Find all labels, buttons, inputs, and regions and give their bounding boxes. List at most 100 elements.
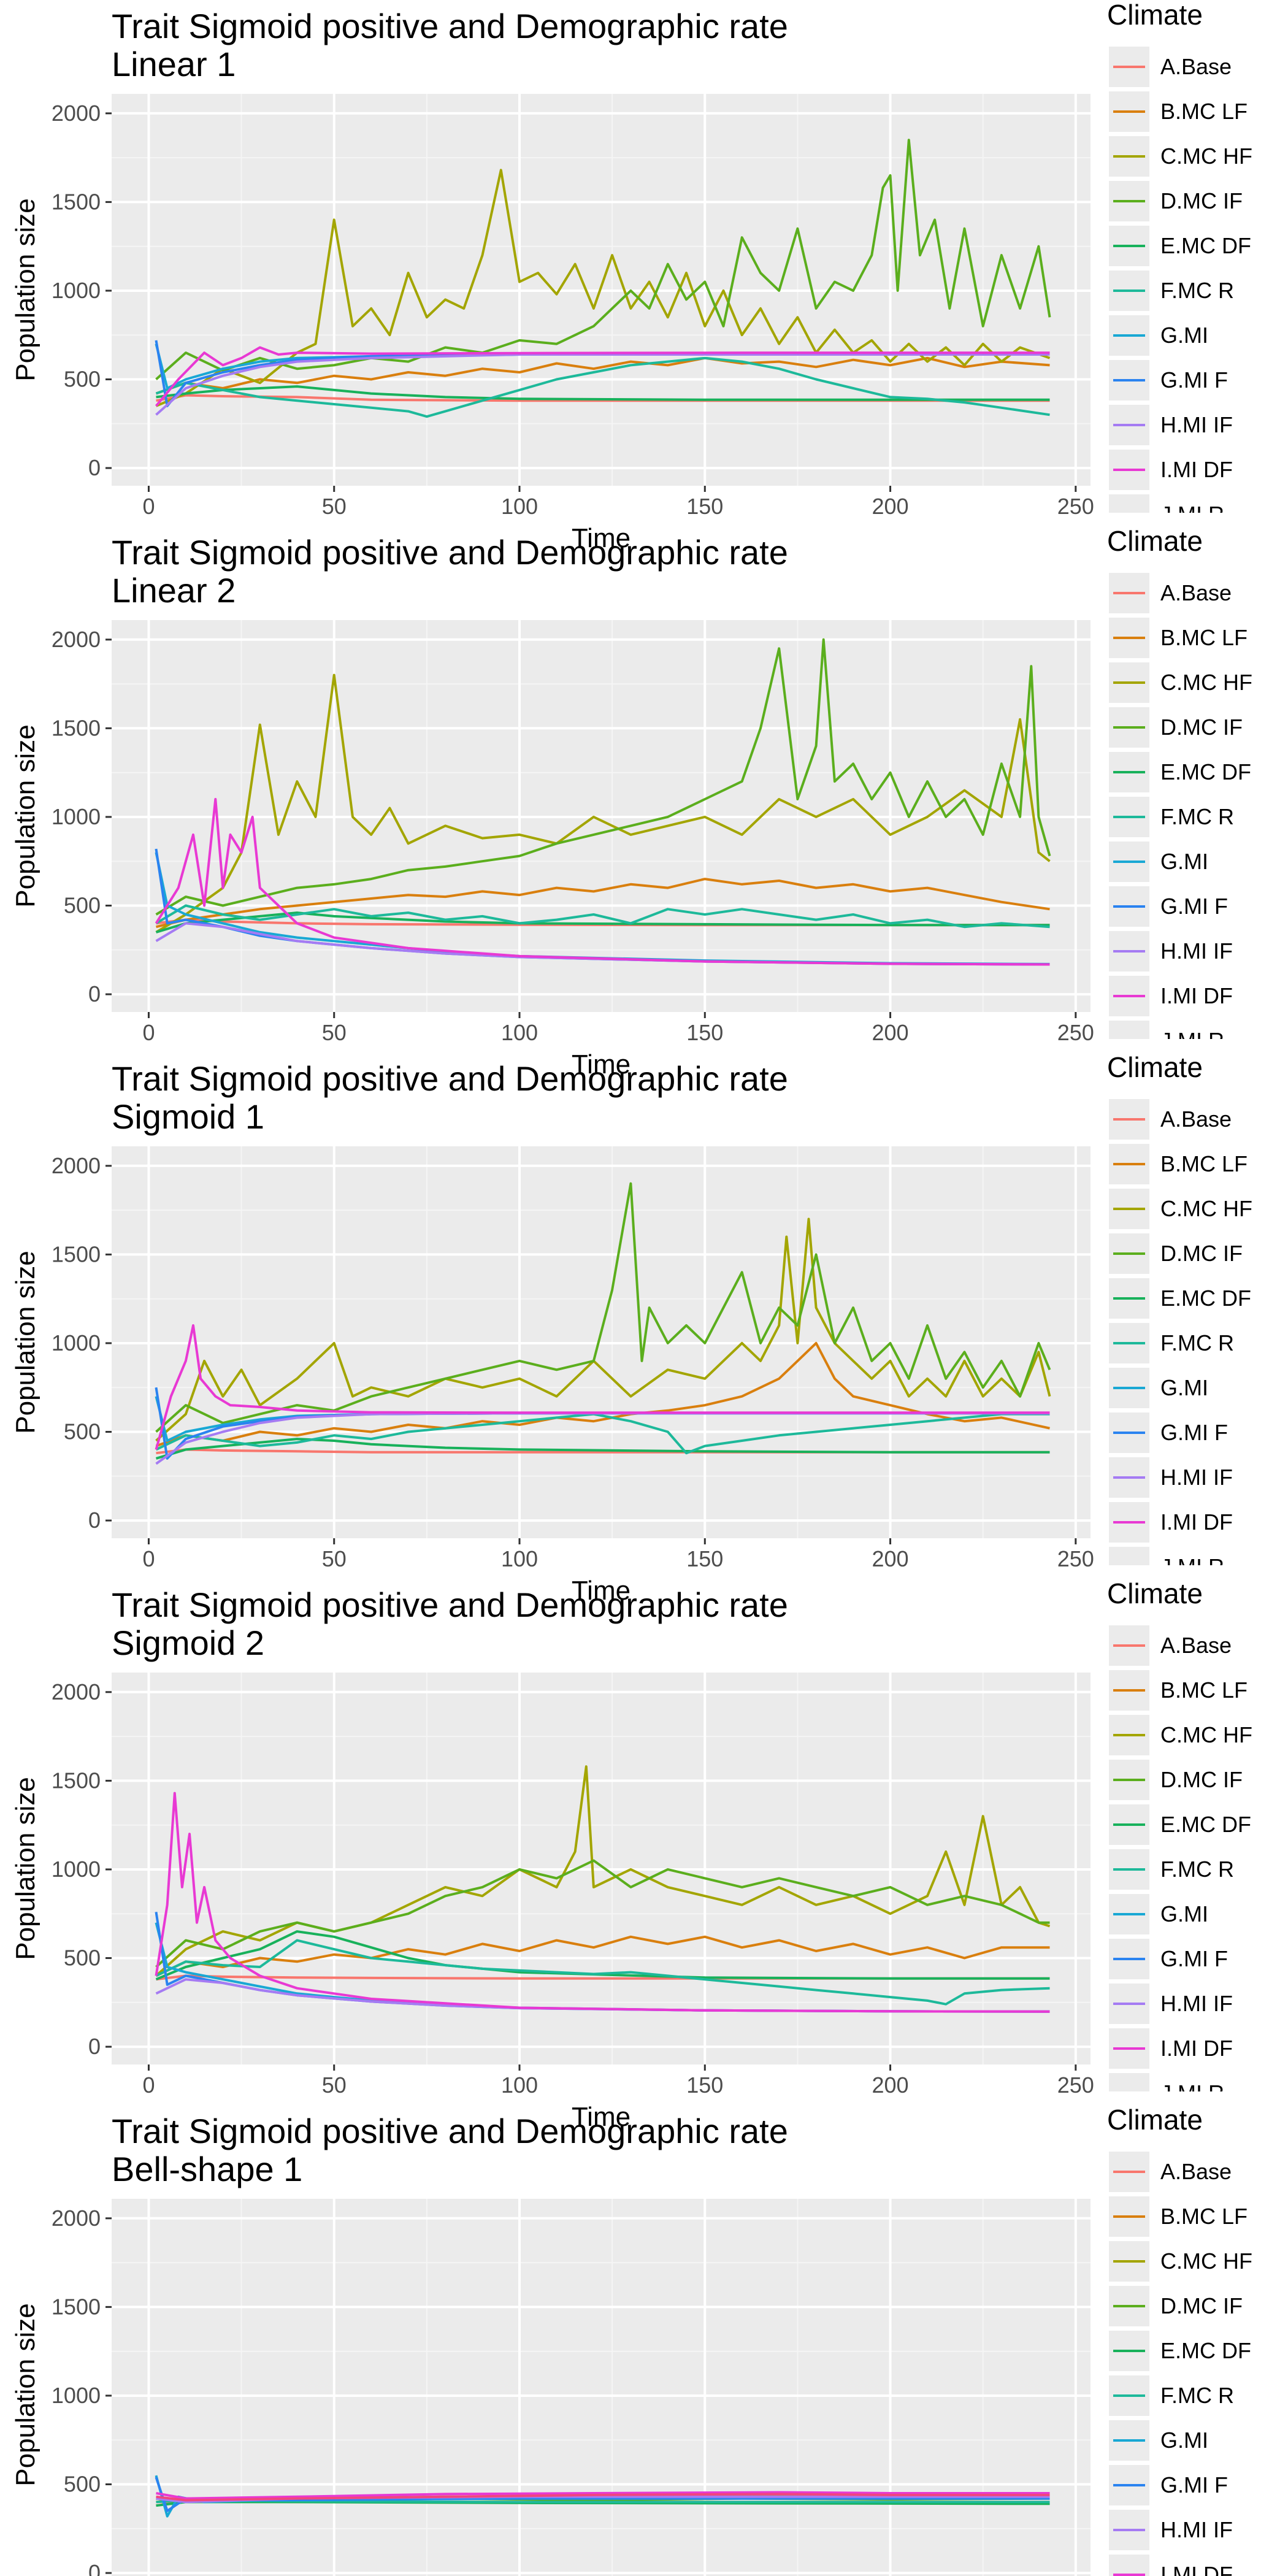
legend-item: A.Base <box>1109 1625 1232 1666</box>
y-tick-label: 2000 <box>52 1679 101 1704</box>
legend-item: E.MC DF <box>1109 1278 1251 1319</box>
legend-label: G.MI F <box>1160 1946 1228 1971</box>
legend-label: C.MC HF <box>1160 144 1252 169</box>
legend-label: F.MC R <box>1160 2383 1234 2408</box>
series-line <box>155 1324 1050 1450</box>
legend-title: Climate <box>1107 525 1203 557</box>
legend-label: B.MC LF <box>1160 1151 1248 1176</box>
legend-label: F.MC R <box>1160 278 1234 303</box>
chart-title: Trait Sigmoid positive and Demographic r… <box>112 7 788 45</box>
y-axis-title: Population size <box>10 1251 40 1433</box>
chart-title: Trait Sigmoid positive and Demographic r… <box>112 2112 788 2150</box>
y-tick-label: 0 <box>88 2560 101 2576</box>
legend-label: I.MI DF <box>1160 1509 1233 1535</box>
y-tick-label: 500 <box>64 893 101 918</box>
y-tick-label: 0 <box>88 981 101 1006</box>
legend-key-background <box>1109 2555 1149 2576</box>
series-line <box>155 356 1050 395</box>
legend-item: J.MI R <box>1109 1547 1224 1579</box>
legend-label: I.MI DF <box>1160 457 1233 482</box>
x-tick-label: 50 <box>322 2072 347 2098</box>
y-tick-label: 1500 <box>52 189 101 214</box>
chart-title: Trait Sigmoid positive and Demographic r… <box>112 1059 788 1098</box>
chart-subtitle: Linear 2 <box>112 571 236 610</box>
legend-label: D.MC IF <box>1160 1241 1243 1266</box>
series-line <box>155 911 1050 933</box>
legend-item: J.MI R <box>1109 494 1224 527</box>
legend-item: G.MI F <box>1109 886 1228 927</box>
series-group <box>155 139 1051 418</box>
legend-item: E.MC DF <box>1109 226 1251 266</box>
legend-item: B.MC LF <box>1109 618 1248 658</box>
legend-item: D.MC IF <box>1109 181 1243 221</box>
legend-item: G.MI F <box>1109 1413 1228 1453</box>
legend-item: B.MC LF <box>1109 2196 1248 2237</box>
series-line <box>155 1182 1051 1433</box>
series-line <box>155 1859 1050 1968</box>
legend-label: C.MC HF <box>1160 1196 1252 1221</box>
legend-label: B.MC LF <box>1160 1677 1248 1703</box>
y-tick-label: 0 <box>88 2034 101 2059</box>
legend-label: G.MI <box>1160 323 1208 348</box>
series-line <box>155 1792 1050 2013</box>
legend-item: H.MI IF <box>1109 931 1233 972</box>
y-tick-label: 1000 <box>52 278 101 303</box>
x-tick-label: 0 <box>142 494 155 519</box>
legend-item: J.MI R <box>1109 2073 1224 2106</box>
legend-item: D.MC IF <box>1109 1233 1243 1274</box>
x-axis-title: Time <box>572 1576 631 1606</box>
y-tick-label: 2000 <box>52 101 101 126</box>
legend-label: E.MC DF <box>1160 1812 1251 1837</box>
legend-item: J.MI R <box>1109 1021 1224 1053</box>
legend-label: G.MI <box>1160 1375 1208 1400</box>
legend-label: I.MI DF <box>1160 983 1233 1008</box>
legend-label: C.MC HF <box>1160 1722 1252 1747</box>
series-line <box>155 1438 1050 1460</box>
legend-item: F.MC R <box>1109 1849 1234 1890</box>
legend-label: G.MI <box>1160 1901 1208 1926</box>
y-axis-title: Population size <box>10 2303 40 2486</box>
legend-item: F.MC R <box>1109 1323 1234 1363</box>
legend-label: B.MC LF <box>1160 625 1248 650</box>
plot-background <box>112 2199 1091 2576</box>
x-tick-label: 100 <box>501 1020 538 1045</box>
legend-label: F.MC R <box>1160 1330 1234 1355</box>
legend-item: H.MI IF <box>1109 2510 1233 2550</box>
legend-item: C.MC HF <box>1109 2241 1252 2282</box>
chart-panel: Trait Sigmoid positive and Demographic r… <box>10 2104 1252 2576</box>
y-tick-label: 1000 <box>52 2383 101 2408</box>
legend-title: Climate <box>1107 2104 1203 2136</box>
x-axis-title: Time <box>572 2102 631 2132</box>
x-tick-label: 150 <box>686 1020 723 1045</box>
legend-key-background <box>1109 1547 1149 1565</box>
chart-panel: Trait Sigmoid positive and Demographic r… <box>10 1579 1252 2132</box>
legend-label: B.MC LF <box>1160 99 1248 124</box>
x-axis-title: Time <box>572 523 631 553</box>
y-tick-label: 1000 <box>52 804 101 829</box>
legend-label: J.MI R <box>1160 1554 1224 1579</box>
legend-label: J.MI R <box>1160 2080 1224 2106</box>
legend-item: I.MI DF <box>1109 2555 1233 2576</box>
legend-item: G.MI F <box>1109 360 1228 401</box>
legend: Climate A.Base B.MC LF C.MC HF D.MC IF E.MC D… <box>1107 525 1252 1053</box>
legend-item: I.MI DF <box>1109 450 1233 490</box>
legend-item: I.MI DF <box>1109 2028 1233 2069</box>
legend-item: H.MI IF <box>1109 1984 1233 2024</box>
legend-label: J.MI R <box>1160 1028 1224 1053</box>
legend-label: G.MI <box>1160 2428 1208 2453</box>
legend-item: A.Base <box>1109 2152 1232 2192</box>
legend-item: C.MC HF <box>1109 662 1252 703</box>
legend-item: H.MI IF <box>1109 1457 1233 1498</box>
x-tick-label: 250 <box>1057 1546 1094 1571</box>
legend-item: D.MC IF <box>1109 707 1243 748</box>
series-line <box>155 1217 1051 1442</box>
legend-item: G.MI <box>1109 1894 1208 1934</box>
legend-label: H.MI IF <box>1160 2517 1233 2542</box>
legend-label: H.MI IF <box>1160 1465 1233 1490</box>
legend-label: G.MI <box>1160 849 1208 874</box>
legend: Climate A.Base B.MC LF C.MC HF D.MC IF E.MC D… <box>1107 0 1252 527</box>
chart-subtitle: Bell-shape 1 <box>112 2150 302 2188</box>
legend-item: H.MI IF <box>1109 405 1233 445</box>
legend-label: J.MI R <box>1160 502 1224 527</box>
